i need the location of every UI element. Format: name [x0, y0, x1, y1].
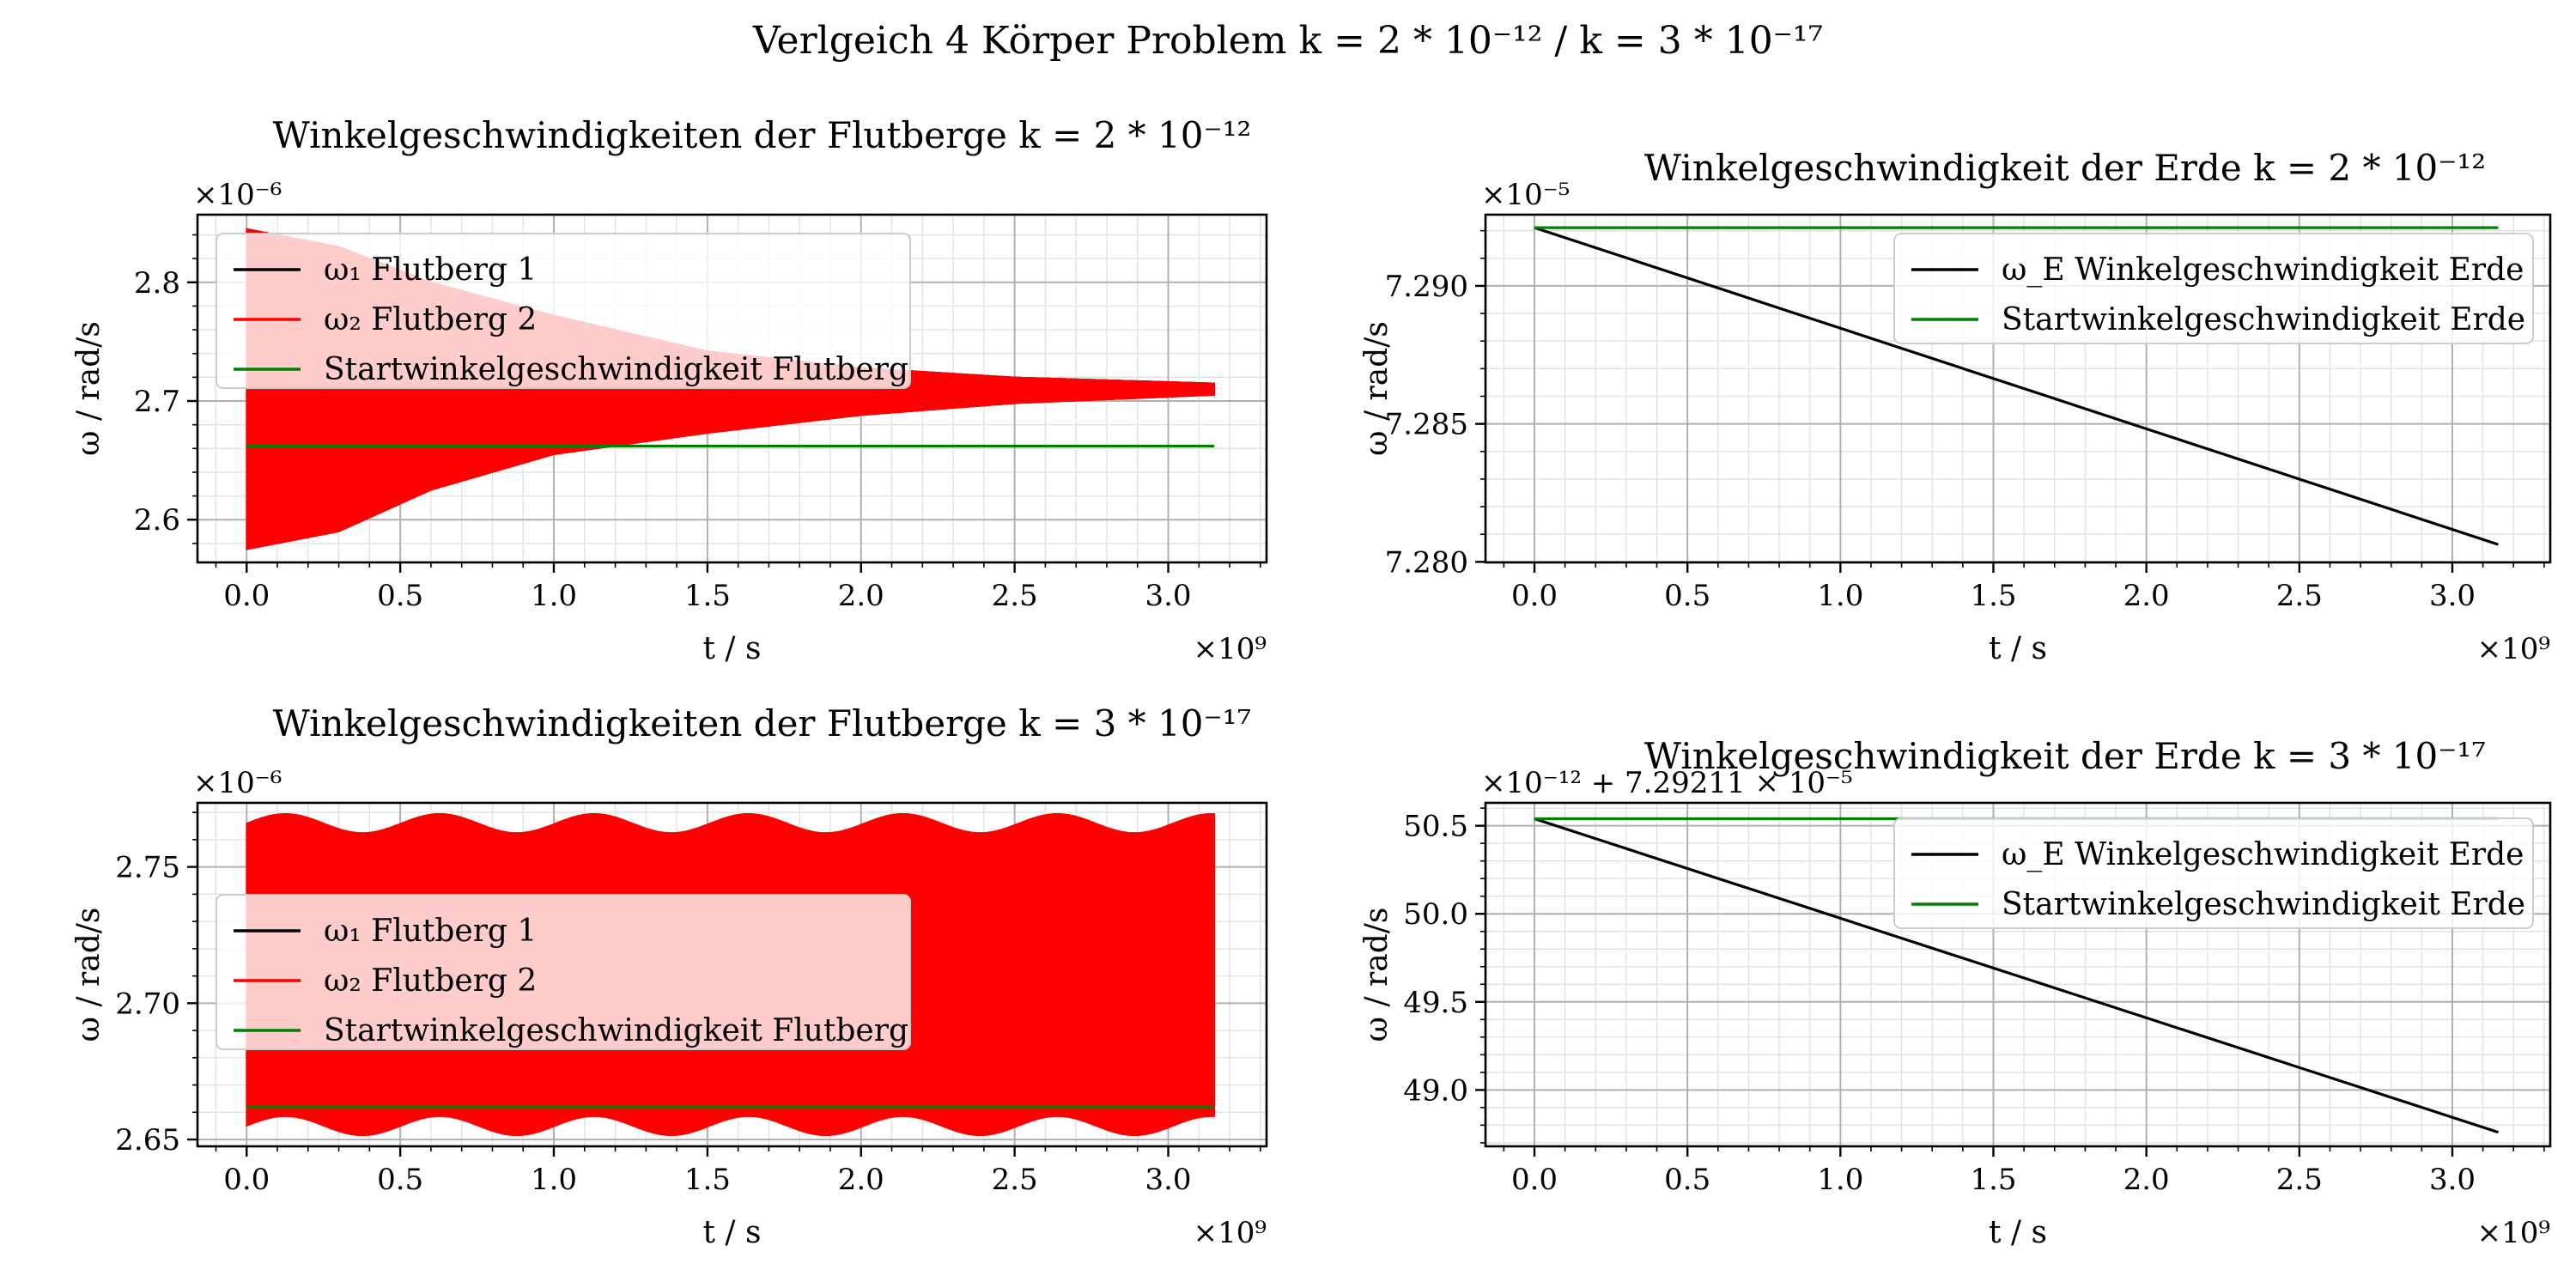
x-tick-label: 0.0: [1511, 1163, 1558, 1197]
x-tick-label: 3.0: [2429, 579, 2476, 613]
chart-panel-2: 0.0 0.5 1.0 1.5 2.0 2.5 3.0 7.280 7.285 7.290 Wink…: [1359, 147, 2552, 666]
x-tick-label: 0.0: [223, 1163, 270, 1197]
legend-entry: ω₂ Flutberg 2: [324, 963, 537, 999]
x-tick-label: 3.0: [1145, 1163, 1191, 1197]
x-tick-label: 1.5: [684, 579, 731, 613]
chart-panel-1: 0.0 0.5 1.0 1.5 2.0 2.5 3.0 2.6 2.7 2.8 Winkelgesc…: [71, 114, 1268, 666]
legend-entry: Startwinkelgeschwindigkeit Flutberg: [324, 1013, 908, 1048]
y-offset-label: ×10⁻⁶: [193, 766, 282, 800]
x-tick-label: 1.5: [1970, 1163, 2016, 1197]
x-tick-label: 1.5: [684, 1163, 731, 1197]
y-offset-label: ×10⁻⁵: [1481, 178, 1570, 212]
x-tick-label: 2.0: [838, 1163, 884, 1197]
panel-title: Winkelgeschwindigkeiten der Flutberge k …: [273, 702, 1252, 744]
axes-frame: [196, 801, 1268, 1148]
y-tick-label: 2.6: [134, 503, 180, 538]
y-tick-label: 2.7: [134, 385, 180, 419]
y-axis-label: ω / rad/s: [1359, 321, 1394, 456]
x-offset-label: ×10⁹: [2477, 632, 2550, 666]
x-tick-label: 2.5: [2276, 579, 2323, 613]
x-tick-label: 3.0: [2429, 1163, 2476, 1197]
x-offset-label: ×10⁹: [2477, 1216, 2550, 1250]
x-tick-label: 2.5: [2276, 1163, 2323, 1197]
y-axis-label: ω / rad/s: [1359, 908, 1394, 1042]
x-tick-label: 0.5: [377, 1163, 423, 1197]
panel-title: Winkelgeschwindigkeiten der Flutberge k …: [273, 114, 1252, 156]
x-tick-label: 2.0: [2123, 1163, 2170, 1197]
legend: ω₁ Flutberg 1 ω₂ Flutberg 2 Startwinkelges…: [216, 233, 911, 389]
figure-suptitle: Verlgeich 4 Körper Problem k = 2 * 10⁻¹²…: [752, 19, 1823, 63]
series-1-line: [1534, 817, 2499, 1134]
legend-entry: ω₁ Flutberg 1: [324, 252, 537, 288]
x-tick-label: 0.0: [223, 579, 270, 613]
legend-entry: ω_E Winkelgeschwindigkeit Erde: [2002, 252, 2524, 288]
y-tick-label: 2.8: [134, 266, 180, 301]
axes-frame: [1484, 801, 2552, 1148]
x-tick-label: 1.0: [531, 1163, 577, 1197]
x-tick-label: 0.5: [377, 579, 423, 613]
y-tick-label: 2.75: [115, 851, 180, 885]
y-axis-label: ω / rad/s: [71, 321, 106, 456]
y-offset-label: ×10⁻¹² + 7.29211 × 10⁻⁵: [1481, 766, 1853, 800]
panel-title: Winkelgeschwindigkeit der Erde k = 2 * 1…: [1644, 147, 2486, 189]
y-tick-label: 49.0: [1403, 1073, 1468, 1108]
y-tick-label: 49.5: [1403, 986, 1468, 1020]
x-axis-label: t / s: [1989, 1215, 2047, 1250]
x-tick-label: 2.0: [838, 579, 884, 613]
y-tick-label: 7.280: [1385, 545, 1468, 580]
y-tick-label: 2.70: [115, 987, 180, 1021]
y-offset-label: ×10⁻⁶: [193, 178, 282, 212]
x-tick-label: 0.5: [1664, 1163, 1710, 1197]
axes-frame: [196, 213, 1268, 564]
y-tick-label: 7.285: [1385, 408, 1468, 442]
x-tick-label: 0.5: [1664, 579, 1710, 613]
series-1-line: [1534, 226, 2499, 546]
legend-entry: Startwinkelgeschwindigkeit Erde: [2002, 302, 2525, 337]
chart-panel-3: 0.0 0.5 1.0 1.5 2.0 2.5 3.0 2.65 2.70 2.75 Winkelg…: [71, 702, 1268, 1250]
x-axis-label: t / s: [1989, 631, 2047, 666]
axes-frame: [1484, 213, 2552, 564]
chart-panel-4: 0.0 0.5 1.0 1.5 2.0 2.5 3.0 49.0 49.5 50.0 50.5 Win…: [1359, 735, 2552, 1250]
x-tick-label: 1.0: [1817, 1163, 1863, 1197]
x-tick-label: 0.0: [1511, 579, 1558, 613]
x-tick-label: 2.0: [2123, 579, 2170, 613]
x-offset-label: ×10⁹: [1194, 1216, 1267, 1250]
legend-entry: Startwinkelgeschwindigkeit Erde: [2002, 887, 2525, 922]
y-tick-label: 50.5: [1403, 810, 1468, 844]
legend-entry: Startwinkelgeschwindigkeit Flutberg: [324, 352, 908, 387]
y-axis-label: ω / rad/s: [71, 908, 106, 1042]
legend-entry: ω_E Winkelgeschwindigkeit Erde: [2002, 837, 2524, 872]
legend: ω_E Winkelgeschwindigkeit Erde Startwinke…: [1893, 817, 2534, 929]
panel-title: Winkelgeschwindigkeit der Erde k = 3 * 1…: [1644, 735, 2486, 777]
x-tick-label: 2.5: [992, 579, 1038, 613]
x-axis-label: t / s: [703, 1215, 762, 1250]
y-tick-label: 7.290: [1385, 270, 1468, 304]
x-tick-label: 1.0: [531, 579, 577, 613]
x-tick-label: 1.5: [1970, 579, 2016, 613]
legend-entry: ω₁ Flutberg 1: [324, 914, 537, 949]
x-tick-label: 3.0: [1145, 579, 1191, 613]
legend-entry: ω₂ Flutberg 2: [324, 302, 537, 337]
y-tick-label: 2.65: [115, 1123, 180, 1157]
y-tick-label: 50.0: [1403, 897, 1468, 932]
x-tick-label: 2.5: [992, 1163, 1038, 1197]
legend: ω_E Winkelgeschwindigkeit Erde Startwinke…: [1893, 233, 2534, 344]
major-grid: [1485, 803, 2550, 1146]
chart-panels: 0.0 0.5 1.0 1.5 2.0 2.5 3.0 2.6 2.7 2.8 Winkelgesc…: [71, 114, 2552, 1250]
x-axis-label: t / s: [703, 631, 762, 666]
plot-area: [1534, 226, 2499, 546]
legend: ω₁ Flutberg 1 ω₂ Flutberg 2 Startwinkelges…: [216, 894, 911, 1050]
x-tick-label: 1.0: [1817, 579, 1863, 613]
x-offset-label: ×10⁹: [1194, 632, 1267, 666]
